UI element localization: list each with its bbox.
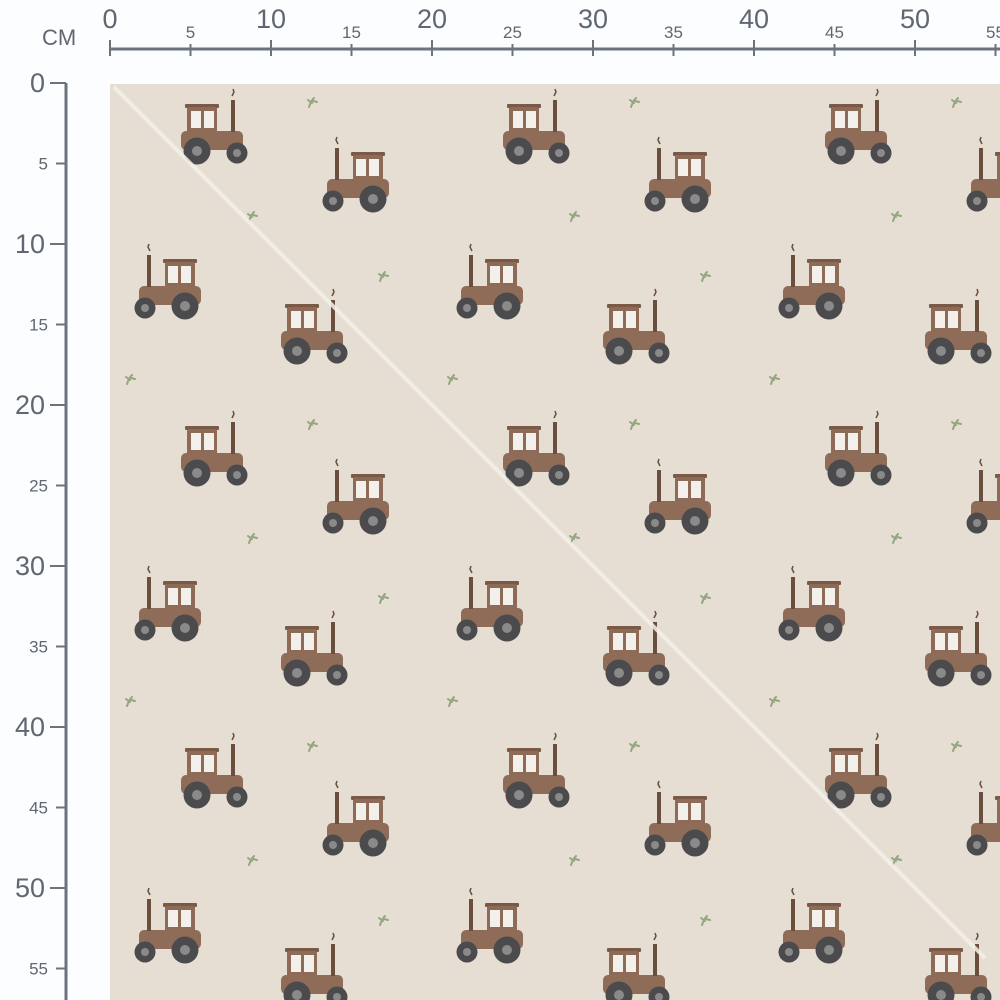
- left-tick-label: 0: [30, 68, 45, 98]
- top-tick-label: 25: [503, 23, 522, 42]
- top-tick-label: 20: [417, 4, 447, 34]
- top-tick-label: 5: [186, 23, 195, 42]
- left-tick-label: 30: [15, 551, 45, 581]
- left-tick-label: 15: [29, 316, 48, 335]
- top-tick-label: 40: [739, 4, 769, 34]
- left-ruler: 0 10 20 30 40 50 5 15 25 35 45 55: [15, 68, 68, 1000]
- top-tick-label: 30: [578, 4, 608, 34]
- left-tick-label: 45: [29, 799, 48, 818]
- left-tick-label: 40: [15, 712, 45, 742]
- top-tick-label: 45: [825, 23, 844, 42]
- top-tick-label: 50: [900, 4, 930, 34]
- top-tick-label: 35: [664, 23, 683, 42]
- left-tick-label: 5: [39, 155, 48, 174]
- left-tick-label: 10: [15, 229, 45, 259]
- top-ruler: 0 10 20 30 40 50 5 15 25 35 45 55: [102, 4, 1000, 56]
- top-tick-label: 0: [102, 4, 117, 34]
- unit-label: CM: [42, 25, 76, 50]
- top-tick-label: 10: [256, 4, 286, 34]
- left-tick-label: 55: [29, 960, 48, 979]
- top-tick-label: 15: [342, 23, 361, 42]
- fold-line: [112, 85, 987, 960]
- fabric-swatch: [110, 84, 1000, 1000]
- top-tick-label: 55: [986, 23, 1000, 42]
- left-tick-label: 35: [29, 638, 48, 657]
- left-tick-label: 50: [15, 873, 45, 903]
- left-tick-label: 25: [29, 477, 48, 496]
- left-tick-label: 20: [15, 390, 45, 420]
